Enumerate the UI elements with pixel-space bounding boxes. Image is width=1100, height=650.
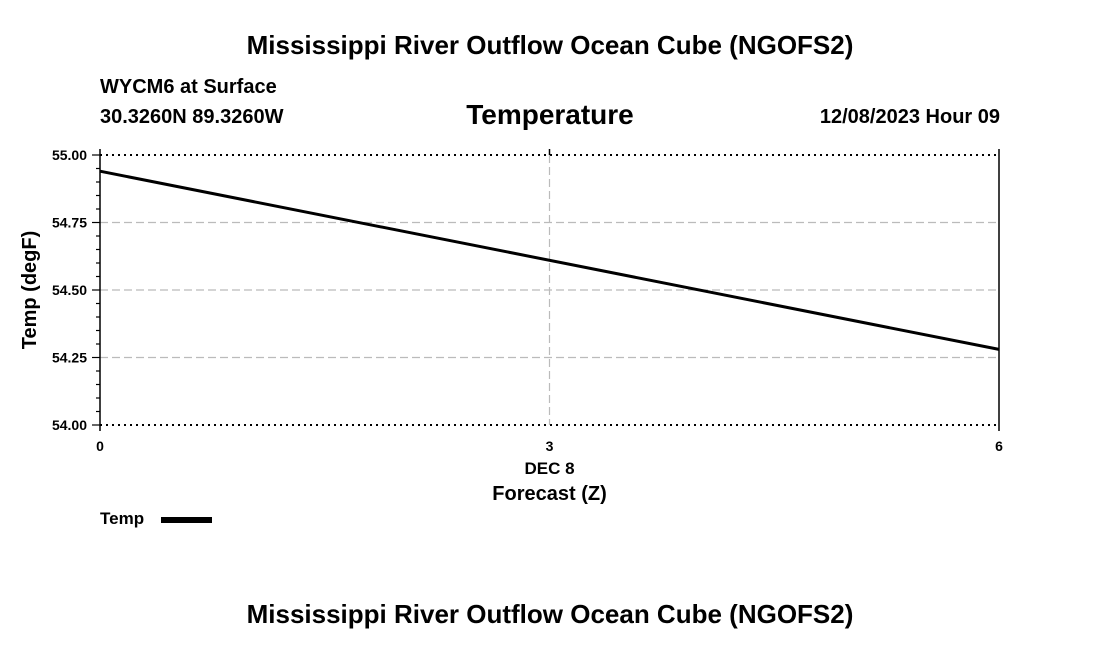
y-tick-label: 54.75 (52, 215, 87, 231)
coordinates-label: 30.3260N 89.3260W (100, 106, 284, 128)
legend-label: Temp (100, 509, 145, 528)
page-title: Mississippi River Outflow Ocean Cube (NG… (246, 30, 854, 60)
x-date-label: DEC 8 (524, 459, 574, 478)
series-line-temp (99, 169, 1000, 351)
y-tick-label: 55.00 (52, 147, 87, 163)
x-tick-label: 6 (995, 438, 1003, 454)
x-axis-label: Forecast (Z) (492, 483, 606, 505)
footer-title: Mississippi River Outflow Ocean Cube (NG… (246, 599, 854, 629)
x-tick-label: 0 (96, 438, 104, 454)
x-tick-label: 3 (546, 438, 554, 454)
legend-swatch (161, 517, 212, 523)
y-tick-label: 54.00 (52, 417, 87, 433)
station-label: WYCM6 at Surface (100, 76, 277, 98)
date-hour-label: 12/08/2023 Hour 09 (819, 106, 1000, 128)
y-tick-label: 54.25 (52, 350, 87, 366)
y-axis-label: Temp (degF) (19, 231, 41, 350)
y-tick-label: 54.50 (52, 282, 87, 298)
chart-title: Temperature (466, 99, 634, 130)
